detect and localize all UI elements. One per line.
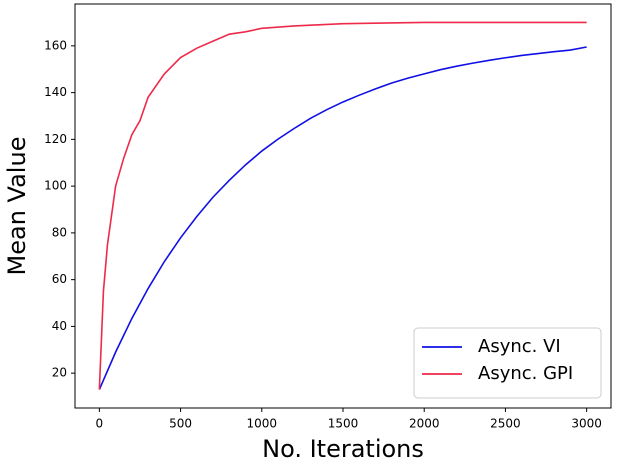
x-tick-label: 2000 [409, 417, 440, 431]
x-tick-label: 0 [96, 417, 104, 431]
series-line [98, 21, 587, 390]
y-tick-label: 20 [52, 366, 67, 380]
x-tick-label: 3000 [571, 417, 602, 431]
x-tick-label: 2500 [490, 417, 521, 431]
y-tick-label: 60 [52, 272, 67, 286]
y-tick-label: 120 [44, 132, 67, 146]
y-axis-label: Mean Value [3, 137, 31, 276]
x-tick-label: 1000 [247, 417, 278, 431]
y-tick-label: 140 [44, 85, 67, 99]
y-tick-label: 100 [44, 179, 67, 193]
y-tick-label: 80 [52, 225, 67, 239]
x-tick-label: 1500 [328, 417, 359, 431]
x-tick-label: 500 [169, 417, 192, 431]
legend-label: Async. VI [478, 336, 561, 357]
y-tick-label: 160 [44, 38, 67, 52]
y-tick-label: 40 [52, 319, 67, 333]
series-line [98, 46, 587, 390]
legend-label: Async. GPI [478, 363, 573, 384]
x-axis-label: No. Iterations [262, 435, 424, 462]
legend-box [413, 327, 602, 399]
